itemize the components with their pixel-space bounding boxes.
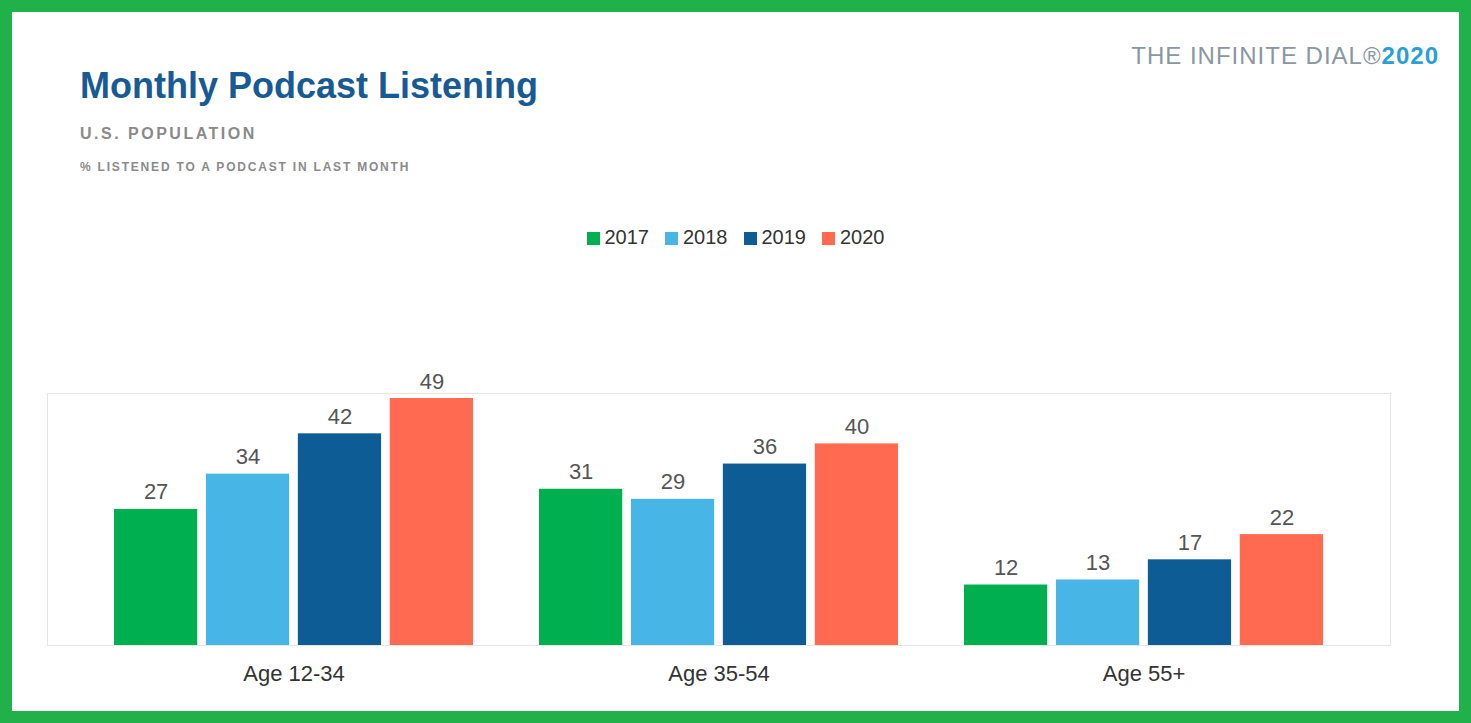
html-text:2020: 2020	[840, 226, 885, 248]
svg-text:29: 29	[661, 469, 685, 494]
svg-text:36: 36	[753, 434, 777, 459]
svg-text:Age 55+: Age 55+	[1103, 661, 1186, 686]
svg-text:17: 17	[1178, 530, 1202, 555]
html-text:% LISTENED TO A PODCAST IN LAS: % LISTENED TO A PODCAST IN LAST MONTH	[80, 160, 411, 174]
svg-text:34: 34	[236, 444, 260, 469]
html-text:Monthly Podcast Listening: Monthly Podcast Listening	[80, 65, 538, 106]
html-text:2017: 2017	[604, 226, 649, 248]
svg-text:Age 35-54: Age 35-54	[668, 661, 770, 686]
svg-text:Age 12-34: Age 12-34	[243, 661, 345, 686]
svg-text:13: 13	[1086, 550, 1110, 575]
svg-text:31: 31	[569, 459, 593, 484]
svg-text:40: 40	[845, 414, 869, 439]
svg-text:42: 42	[328, 404, 352, 429]
html-text:2019: 2019	[761, 226, 806, 248]
svg-text:22: 22	[1270, 505, 1294, 530]
html-text:THE INFINITE DIAL® 2020: THE INFINITE DIAL® 2020	[1131, 42, 1439, 69]
svg-text:27: 27	[144, 479, 168, 504]
svg-text:49: 49	[420, 369, 444, 394]
html-text:2018: 2018	[683, 226, 728, 248]
html-text:U.S. POPULATION: U.S. POPULATION	[80, 125, 257, 142]
svg-text:12: 12	[994, 555, 1018, 580]
